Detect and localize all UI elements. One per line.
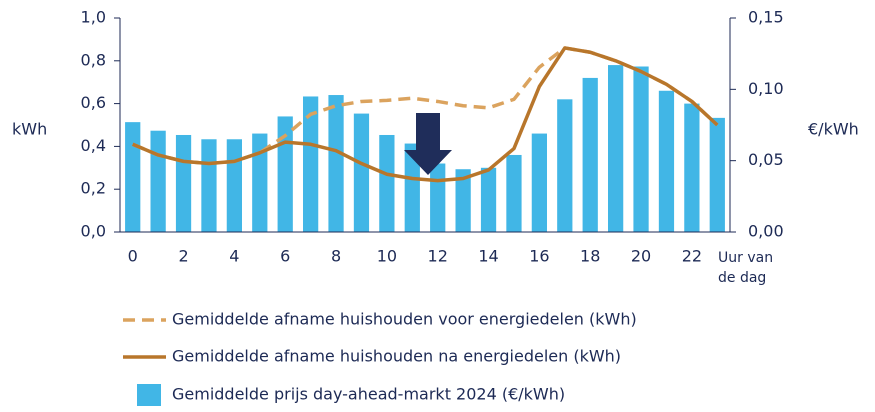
legend-label: Gemiddelde afname huishouden na energied… <box>172 347 621 366</box>
x-tick-label: 0 <box>128 247 138 266</box>
bar <box>328 95 344 232</box>
x-tick-label: 10 <box>377 247 397 266</box>
bar <box>201 139 217 232</box>
bar <box>582 77 598 232</box>
x-tick-label: 12 <box>428 247 448 266</box>
bar <box>303 96 319 232</box>
y2-tick-label: 0,10 <box>748 79 784 98</box>
bar <box>125 122 141 232</box>
x-tick-label: 20 <box>631 247 651 266</box>
y-tick-label: 0,6 <box>81 93 106 112</box>
bar <box>608 65 624 232</box>
bar <box>252 133 268 232</box>
bar <box>430 163 446 232</box>
y2-axis-label: €/kWh <box>808 120 859 139</box>
x-tick-label: 22 <box>682 247 702 266</box>
x-tick-label: 18 <box>580 247 600 266</box>
bar <box>480 167 497 232</box>
x-tick-label: 16 <box>529 247 549 266</box>
y-tick-label: 0,8 <box>81 50 106 69</box>
y-tick-label: 0,2 <box>81 179 106 198</box>
y-tick-label: 1,0 <box>81 8 106 27</box>
y-tick-label: 0,4 <box>81 136 106 155</box>
x-tick-label: 8 <box>331 247 341 266</box>
y2-tick-label: 0,15 <box>748 8 784 27</box>
bar <box>175 134 192 232</box>
legend-swatch <box>137 384 161 406</box>
bar <box>684 103 700 232</box>
bar <box>506 154 522 232</box>
arrow <box>404 113 452 175</box>
bar <box>455 169 471 232</box>
bar <box>633 66 649 232</box>
bar <box>531 133 547 232</box>
y2-tick-label: 0,00 <box>748 222 784 241</box>
line <box>132 46 719 183</box>
bar <box>404 143 420 232</box>
y-axis-label: kWh <box>12 120 47 139</box>
bar <box>150 130 166 232</box>
x-tick-label: 4 <box>229 247 239 266</box>
legend-label: Gemiddelde afname huishouden voor energi… <box>172 310 637 329</box>
bar <box>226 139 242 232</box>
bar <box>379 134 395 232</box>
bar <box>353 113 370 232</box>
x-tick-label: 6 <box>280 247 290 266</box>
bar <box>557 99 573 232</box>
bar <box>658 90 675 232</box>
y2-tick-label: 0,05 <box>748 150 784 169</box>
bar <box>709 117 725 232</box>
x-tick-label: 14 <box>478 247 498 266</box>
y-tick-label: 0,0 <box>81 222 106 241</box>
legend-label: Gemiddelde prijs day-ahead-markt 2024 (€… <box>172 385 565 404</box>
x-axis-label: Uur van de dag <box>718 250 774 286</box>
x-tick-label: 2 <box>178 247 188 266</box>
